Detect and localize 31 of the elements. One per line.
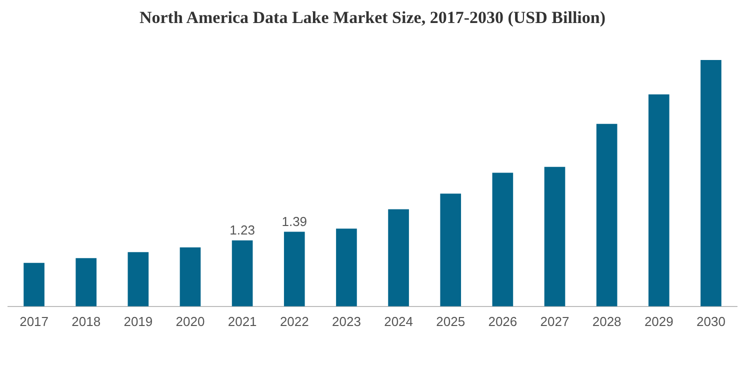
bar [232,240,253,306]
data-label: 1.23 [230,222,255,238]
x-tick-label: 2022 [280,314,309,329]
x-tick-label: 2025 [436,314,466,329]
bar [336,228,357,306]
bar [24,262,44,306]
x-tick-label: 2028 [592,314,622,329]
bar [180,247,201,306]
bar [700,60,722,306]
x-tick-label: 2020 [176,314,205,329]
bar [596,124,618,306]
x-tick-label: 2026 [488,314,518,329]
x-tick-label: 2017 [20,314,48,329]
x-tick-label: 2030 [696,314,726,329]
chart-title: North America Data Lake Market Size, 2017-2030 (USD Billion) [138,8,607,29]
x-tick-label: 2021 [228,314,257,329]
x-tick-label: 2019 [124,314,153,329]
data-label: 1.39 [282,214,308,229]
bar [388,209,409,306]
x-tick-label: 2027 [540,314,570,329]
x-tick-label: 2024 [384,314,413,329]
bar [284,232,305,306]
x-tick-label: 2029 [644,314,674,329]
x-tick-label: 2018 [72,314,101,329]
bar [648,94,670,306]
bar [544,166,566,306]
x-tick-label: 2023 [332,314,361,329]
bar [128,252,149,306]
bar [440,194,462,306]
bar [76,258,97,306]
bar [492,172,514,306]
